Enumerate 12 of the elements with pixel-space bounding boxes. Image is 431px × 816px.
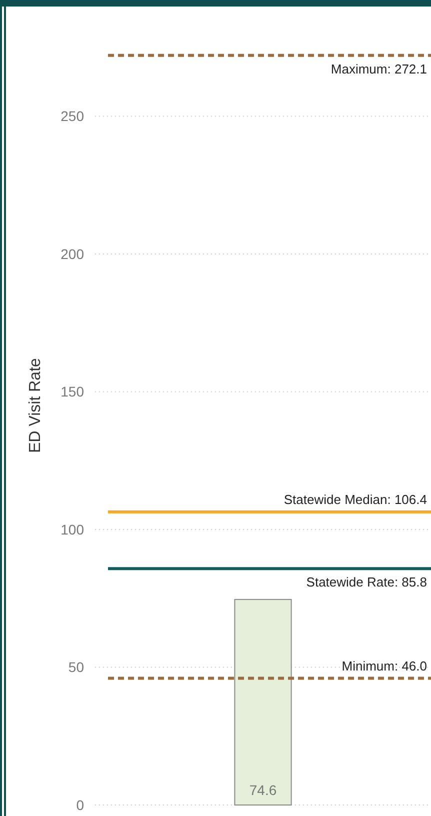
y-tick-label: 250 — [60, 108, 84, 124]
ref-line-label: Minimum: 46.0 — [342, 658, 427, 674]
y-tick-label: 100 — [60, 521, 84, 538]
y-axis-title: ED Visit Rate — [27, 358, 44, 453]
data-label: 74.6 — [249, 782, 277, 798]
ref-line-label: Statewide Median: 106.4 — [284, 492, 427, 507]
y-tick-label: 150 — [60, 384, 84, 400]
ref-line-label: Maximum: 272.1 — [330, 61, 427, 76]
y-tick-label: 50 — [68, 659, 84, 676]
y-tick-label: 0 — [76, 796, 84, 813]
y-tick-label: 200 — [60, 246, 84, 262]
ref-line-label: Statewide Rate: 85.8 — [306, 574, 427, 590]
